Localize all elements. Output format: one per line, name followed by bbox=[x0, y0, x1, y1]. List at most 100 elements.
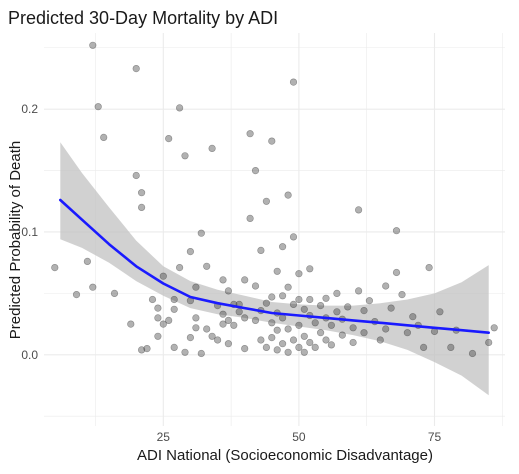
data-point bbox=[317, 329, 325, 337]
data-point bbox=[138, 189, 146, 197]
data-point bbox=[392, 227, 401, 235]
data-point bbox=[262, 197, 271, 205]
data-point bbox=[344, 303, 352, 311]
data-point bbox=[317, 302, 325, 310]
data-point bbox=[289, 336, 298, 344]
data-point bbox=[89, 41, 97, 49]
data-point bbox=[127, 320, 135, 328]
x-tick-label: 25 bbox=[157, 430, 171, 444]
data-point bbox=[257, 246, 265, 254]
data-point bbox=[436, 308, 444, 316]
y-tick-label: 0.2 bbox=[21, 102, 38, 116]
data-point bbox=[268, 334, 276, 342]
data-point bbox=[148, 295, 157, 304]
data-point bbox=[181, 152, 189, 160]
data-point bbox=[241, 314, 249, 322]
data-point bbox=[349, 324, 357, 332]
data-point bbox=[403, 329, 412, 337]
data-point bbox=[251, 316, 260, 325]
smooth-trend-line bbox=[59, 198, 490, 334]
data-point bbox=[246, 130, 254, 138]
data-point bbox=[360, 329, 368, 337]
data-point bbox=[289, 78, 298, 86]
data-point bbox=[246, 214, 254, 222]
data-point bbox=[490, 324, 498, 332]
data-point bbox=[295, 343, 303, 352]
data-point bbox=[132, 64, 140, 73]
data-point bbox=[197, 229, 205, 237]
data-point bbox=[398, 291, 406, 299]
data-point bbox=[257, 336, 265, 344]
data-point bbox=[327, 341, 336, 349]
data-point bbox=[138, 203, 146, 211]
data-point bbox=[425, 264, 433, 272]
data-point bbox=[89, 283, 97, 291]
data-point bbox=[235, 308, 243, 316]
data-point bbox=[186, 248, 194, 256]
data-point bbox=[132, 171, 140, 180]
data-point bbox=[143, 345, 151, 353]
data-point bbox=[295, 321, 303, 329]
data-point bbox=[159, 320, 167, 328]
data-point bbox=[485, 338, 493, 347]
data-point bbox=[338, 331, 346, 339]
data-point bbox=[306, 265, 314, 273]
data-point bbox=[203, 262, 211, 270]
data-point bbox=[262, 343, 271, 352]
data-point bbox=[219, 276, 227, 284]
data-point bbox=[279, 340, 287, 348]
data-point bbox=[268, 137, 276, 145]
data-point bbox=[176, 104, 184, 112]
data-point bbox=[224, 340, 232, 348]
data-point bbox=[284, 191, 292, 199]
data-point bbox=[219, 310, 227, 318]
data-point bbox=[279, 243, 287, 251]
data-point bbox=[392, 268, 401, 277]
data-point bbox=[268, 319, 276, 327]
data-point bbox=[241, 345, 249, 353]
data-point bbox=[138, 346, 146, 354]
data-point bbox=[382, 325, 390, 333]
data-point bbox=[322, 294, 330, 302]
data-point bbox=[186, 334, 194, 342]
y-axis-ticks: 0.0 0.1 0.2 bbox=[21, 102, 38, 362]
plot-area bbox=[44, 33, 505, 426]
data-point bbox=[322, 336, 330, 344]
data-point bbox=[154, 314, 162, 322]
data-point bbox=[387, 304, 395, 312]
data-point bbox=[349, 338, 357, 347]
data-point bbox=[251, 282, 260, 290]
data-point bbox=[300, 348, 308, 356]
data-point bbox=[159, 272, 167, 280]
data-point bbox=[289, 300, 298, 309]
data-point bbox=[262, 299, 271, 307]
chart-title: Predicted 30-Day Mortality by ADI bbox=[8, 8, 278, 28]
data-point bbox=[468, 349, 477, 358]
confidence-band bbox=[60, 142, 489, 396]
data-point bbox=[311, 319, 319, 327]
x-tick-label: 50 bbox=[292, 430, 306, 444]
data-point bbox=[224, 287, 232, 295]
data-point bbox=[165, 316, 173, 325]
data-point bbox=[203, 325, 211, 333]
data-point bbox=[214, 336, 222, 344]
data-point bbox=[420, 343, 428, 352]
data-point bbox=[219, 320, 227, 328]
data-point bbox=[284, 283, 292, 291]
data-point bbox=[306, 295, 314, 304]
data-point bbox=[241, 276, 249, 284]
x-axis-title: ADI National (Socioeconomic Disadvantage… bbox=[137, 447, 433, 464]
data-point bbox=[192, 283, 200, 291]
y-axis-title: Predicted Probability of Death bbox=[7, 141, 24, 339]
data-point bbox=[208, 144, 216, 152]
data-point bbox=[382, 282, 390, 290]
data-point bbox=[300, 305, 308, 313]
data-point bbox=[289, 233, 298, 241]
data-point bbox=[72, 291, 81, 299]
data-point bbox=[110, 289, 119, 298]
data-point bbox=[273, 346, 281, 354]
data-point bbox=[365, 297, 374, 305]
data-point bbox=[197, 349, 205, 358]
data-point bbox=[154, 332, 162, 340]
